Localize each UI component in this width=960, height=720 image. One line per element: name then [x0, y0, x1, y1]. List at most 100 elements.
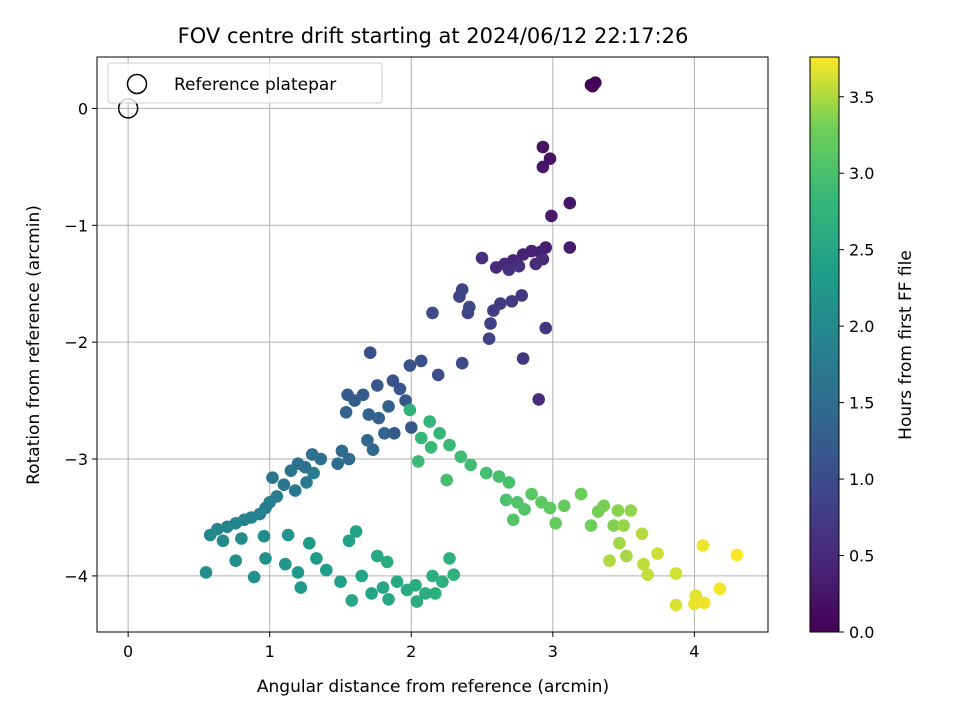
data-point	[698, 596, 711, 610]
x-tick-label: 4	[689, 642, 699, 661]
colorbar-tick-label: 0.5	[849, 547, 874, 566]
y-axis-label: Rotation from reference (arcmin)	[24, 205, 44, 485]
data-point	[349, 525, 363, 538]
x-tick-label: 2	[406, 642, 416, 661]
data-point	[586, 79, 599, 93]
data-point	[464, 458, 478, 472]
data-point	[331, 457, 345, 471]
data-point	[563, 196, 577, 210]
data-point	[669, 598, 683, 612]
data-point	[363, 346, 377, 360]
data-point	[492, 470, 506, 483]
colorbar-tick-label: 1.0	[849, 470, 874, 489]
data-point	[651, 547, 664, 560]
data-point	[696, 539, 710, 552]
data-point	[487, 304, 500, 317]
data-point	[259, 552, 272, 565]
data-point	[281, 528, 295, 542]
data-point	[257, 529, 271, 543]
data-point	[624, 504, 637, 517]
data-point	[454, 450, 468, 464]
y-tick-label: −3	[64, 450, 88, 469]
plot-frame	[96, 56, 769, 633]
data-point	[279, 557, 292, 571]
colorbar-label: Hours from first FF file	[896, 250, 916, 440]
data-point	[557, 499, 571, 513]
data-point	[539, 321, 552, 335]
data-point	[294, 581, 308, 594]
data-point	[426, 569, 439, 583]
data-point	[516, 248, 530, 261]
data-point	[536, 252, 550, 266]
data-point	[426, 306, 439, 320]
data-point	[372, 411, 386, 425]
data-point	[339, 406, 353, 419]
data-point	[611, 504, 625, 517]
colorbar-tick-label: 3.0	[849, 164, 874, 183]
colorbar-tick-label: 2.5	[849, 241, 874, 260]
data-point	[414, 431, 428, 445]
data-point	[484, 317, 497, 330]
legend: Reference platepar	[107, 62, 383, 104]
y-tick-label: −1	[64, 216, 88, 235]
data-point	[362, 408, 376, 421]
x-tick-label: 1	[265, 642, 275, 661]
data-point	[518, 503, 531, 516]
data-point	[637, 557, 650, 571]
data-point	[305, 448, 319, 461]
data-point	[597, 499, 611, 513]
data-point	[536, 160, 550, 174]
data-point	[388, 427, 401, 440]
data-point	[366, 443, 380, 457]
data-point	[419, 587, 432, 600]
colorbar-tick-label: 2.0	[849, 317, 874, 336]
data-point	[617, 519, 630, 532]
grid-lines	[97, 57, 768, 632]
data-point	[216, 534, 230, 548]
colorbar-tick-label: 1.5	[849, 394, 874, 413]
y-tick-label: −2	[64, 333, 88, 352]
data-point	[436, 575, 449, 588]
data-point	[433, 427, 446, 440]
data-point	[584, 519, 598, 532]
data-point	[414, 354, 428, 368]
data-point	[291, 566, 305, 579]
data-point	[440, 473, 454, 487]
data-point	[515, 289, 528, 302]
data-point	[669, 567, 683, 580]
data-point	[489, 261, 503, 274]
y-tick-label: −4	[64, 567, 88, 586]
colorbar-tick-label: 3.5	[849, 88, 874, 107]
data-point	[688, 597, 701, 611]
data-point	[382, 400, 395, 413]
data-point	[390, 575, 404, 588]
data-point	[342, 534, 356, 548]
data-point	[345, 594, 359, 607]
data-point	[607, 519, 620, 532]
data-point	[229, 554, 242, 567]
data-point	[310, 552, 323, 565]
data-point	[635, 527, 649, 541]
data-point	[371, 549, 384, 563]
data-point	[410, 595, 424, 608]
data-point	[536, 140, 550, 154]
chart-title: FOV centre drift starting at 2024/06/12 …	[178, 24, 689, 48]
data-point	[502, 263, 516, 277]
data-point	[730, 548, 744, 562]
x-axis-ticks: 0 1 2 3 4	[123, 632, 699, 661]
colorbar	[809, 56, 840, 633]
data-point	[376, 581, 390, 594]
data-point	[303, 536, 316, 550]
data-point	[412, 455, 425, 468]
data-point	[405, 421, 418, 434]
data-point	[393, 382, 407, 396]
data-points	[117, 76, 744, 612]
data-point	[378, 427, 391, 440]
legend-entry: Reference platepar	[174, 75, 336, 95]
data-point	[220, 520, 234, 534]
data-point	[409, 579, 422, 592]
x-axis-label: Angular distance from reference (arcmin)	[257, 677, 609, 697]
data-point	[288, 484, 302, 497]
data-point	[355, 569, 369, 583]
